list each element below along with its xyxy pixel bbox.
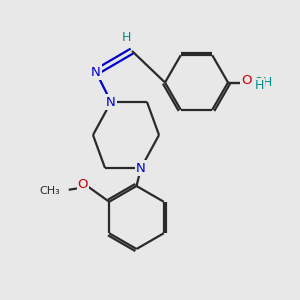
Text: N: N (136, 161, 146, 175)
Text: N: N (91, 65, 101, 79)
Text: OH: OH (254, 76, 273, 89)
Text: CH₃: CH₃ (39, 186, 60, 196)
Text: H: H (121, 31, 131, 44)
Text: H: H (255, 79, 264, 92)
Text: O: O (78, 178, 88, 191)
Text: N: N (106, 95, 116, 109)
Text: O: O (241, 74, 252, 88)
